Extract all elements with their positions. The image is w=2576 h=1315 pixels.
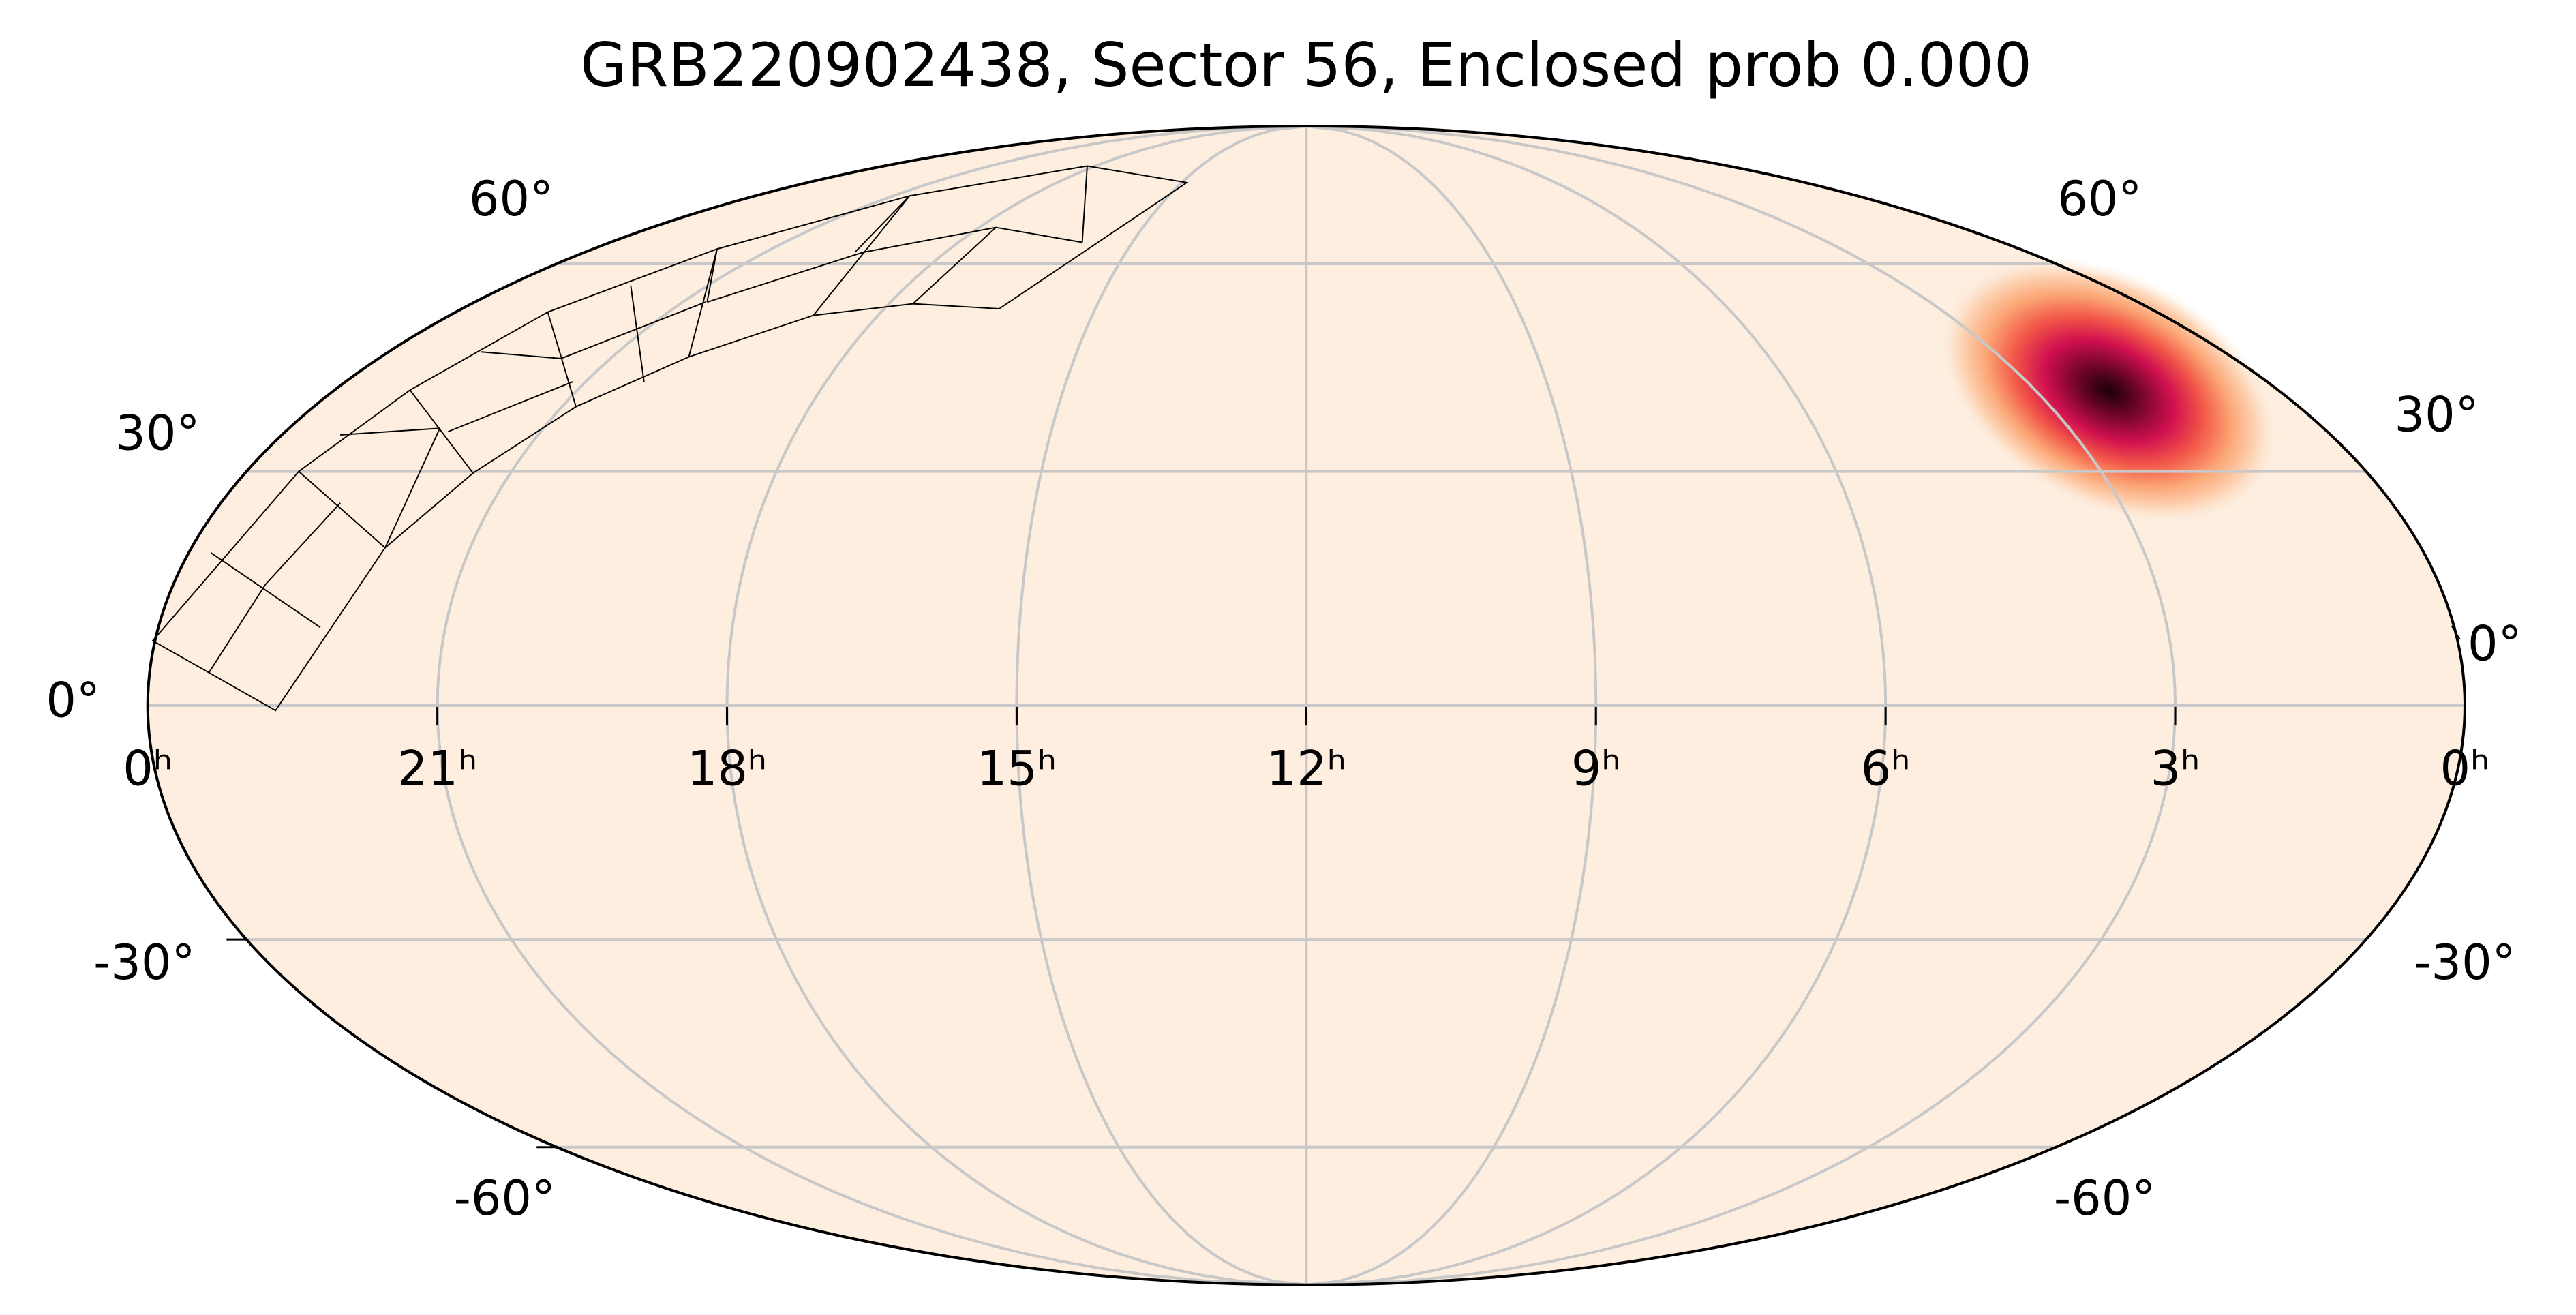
y-tick-label: 30° (115, 405, 200, 461)
x-tick-label: 15ʰ (977, 740, 1057, 796)
y-tick-label: -60° (454, 1170, 556, 1226)
map-outline (146, 125, 2466, 1286)
y-tick-label: 0° (46, 672, 100, 728)
y-tick-label: 60° (469, 171, 554, 227)
x-tick-label: 3ʰ (2151, 740, 2200, 796)
x-tick-label: 12ʰ (1267, 740, 1346, 796)
y-tick-label: 30° (2395, 387, 2479, 443)
sky-map: 0ʰ 21ʰ 18ʰ 15ʰ 12ʰ 9ʰ 6ʰ 3ʰ 0ʰ 60° 60° 30° 30° 0° 0° -3… (46, 125, 2522, 1286)
x-tick-label: 21ʰ (397, 740, 477, 796)
y-tick-label: -30° (2414, 935, 2515, 991)
y-tick-label: -30° (93, 935, 195, 991)
y-tick-label: -60° (2054, 1170, 2155, 1226)
probability-peak (1938, 257, 2279, 525)
x-tick-label: 18ʰ (687, 740, 767, 796)
x-tick-label: 9ʰ (1571, 740, 1621, 796)
y-tick-label: 60° (2057, 171, 2142, 227)
x-tick-label: 0ʰ (2440, 740, 2490, 796)
x-tick-label: 6ʰ (1861, 740, 1911, 796)
sector-footprint (151, 165, 2461, 712)
chart-title: GRB220902438, Sector 56, Enclosed prob 0… (580, 30, 2032, 100)
y-tick-label: 0° (2468, 616, 2522, 672)
x-tick-label: 0ʰ (123, 740, 172, 796)
